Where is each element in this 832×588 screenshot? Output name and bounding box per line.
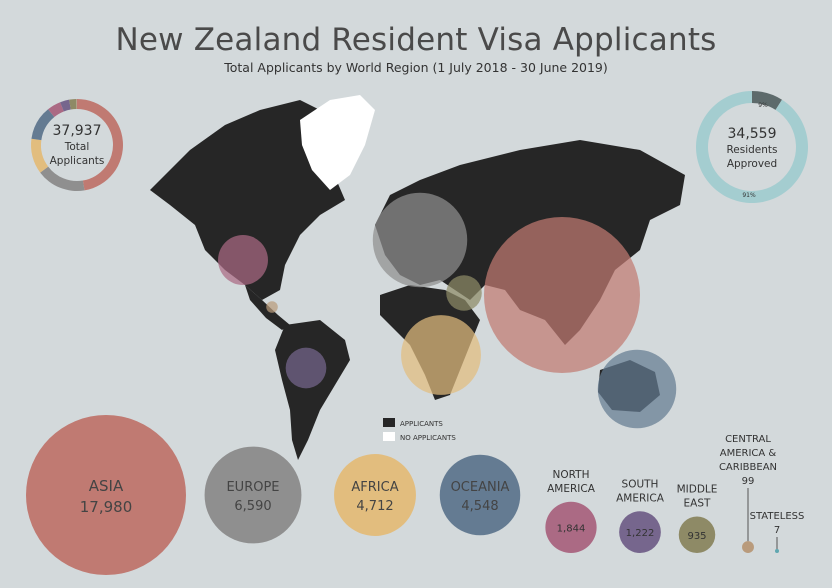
total-donut-slice-south-america [60,99,71,112]
map-south-america [275,320,350,460]
page-subtitle: Total Applicants by World Region (1 July… [224,60,608,75]
bubble-europe [204,446,302,544]
total-donut-slice-africa [30,138,49,173]
total-donut-slice-asia [77,99,124,191]
bubble-name-central-america-and-caribbean-2: CARIBBEAN [719,462,777,473]
bubble-name-north-america-1: AMERICA [547,483,596,495]
bubble-name-north-america-0: NORTH [553,469,590,481]
total-applicants-donut: 37,937 Total Applicants [30,99,124,192]
bubble-name-central-america-and-caribbean-1: AMERICA & [720,448,777,459]
total-donut-slice-north-america [48,102,64,118]
bubble-name-middle-east-1: EAST [684,498,711,510]
map-bubble-europe [372,192,468,288]
bubble-value-asia: 17,980 [80,498,133,516]
bubble-north-america [545,501,597,553]
total-donut-slice-europe [40,166,85,192]
map-bubble-middle-east [446,275,482,311]
bubble-south-america [619,511,661,553]
map-bubbles [218,192,677,429]
bubble-name-oceania: OCEANIA [451,480,510,495]
total-line2: Applicants [50,155,105,167]
bubble-central-america-and-caribbean [742,541,754,553]
approved-line2: Approved [727,158,777,170]
page-title: New Zealand Resident Visa Applicants [115,22,717,58]
bubble-value-south-america: 1,222 [626,528,655,539]
bubble-asia [26,415,186,575]
bubble-value-central-america-and-caribbean: 99 [742,476,755,487]
residents-approved-donut: 34,559 Residents Approved 9% 91% [696,91,808,204]
approved-donut-slice-small [752,91,783,110]
approved-value: 34,559 [728,126,777,142]
bubble-oceania [439,454,521,536]
total-donut-slice-central-america-and-caribbean [76,99,77,110]
map-bubble-south-america [285,347,327,389]
total-value: 37,937 [53,123,102,139]
bubble-value-oceania: 4,548 [461,499,498,514]
approved-pct-large: 91% [742,192,756,199]
bubble-name-middle-east-0: MIDDLE [677,484,718,496]
bubble-stateless [775,549,779,553]
map-bubble-north-america [218,235,268,285]
bubble-name-africa: AFRICA [351,480,398,495]
bubble-value-europe: 6,590 [234,499,271,514]
bubble-name-central-america-and-caribbean-0: CENTRAL [725,434,771,445]
bubble-name-europe: EUROPE [226,480,279,495]
total-donut-slice-middle-east [69,99,77,110]
map-legend: APPLICANTS NO APPLICANTS [383,418,456,442]
bubble-name-asia: ASIA [89,477,124,495]
map-north-america [150,100,345,300]
total-line1: Total [64,141,90,153]
map-greenland [300,95,375,190]
map-bubble-africa [401,315,481,395]
map-bubble-asia [484,217,640,373]
total-donut-slice-oceania [31,109,55,141]
legend-swatch-no-applicants [383,432,395,441]
bubble-middle-east [678,516,716,553]
legend-label-no-applicants: NO APPLICANTS [400,434,456,442]
bubble-value-middle-east: 935 [687,531,706,542]
region-bubble-row: ASIA 17,980 EUROPE 6,590 AFRICA 4,712 OCEANIA 4… [26,415,804,575]
map-bubble-oceania [597,349,677,429]
approved-pct-small: 9% [758,102,768,109]
legend-label-applicants: APPLICANTS [400,420,443,428]
map-bubble-central-america-and-caribbean [266,301,278,313]
bubble-value-africa: 4,712 [356,499,393,514]
bubble-africa [334,454,416,536]
bubble-name-south-america-0: SOUTH [622,478,659,490]
bubble-name-stateless-0: STATELESS [750,511,805,522]
approved-line1: Residents [726,144,777,156]
bubble-value-stateless: 7 [774,525,780,536]
bubble-name-south-america-1: AMERICA [616,492,665,504]
bubble-value-north-america: 1,844 [557,523,586,534]
legend-swatch-applicants [383,418,395,427]
